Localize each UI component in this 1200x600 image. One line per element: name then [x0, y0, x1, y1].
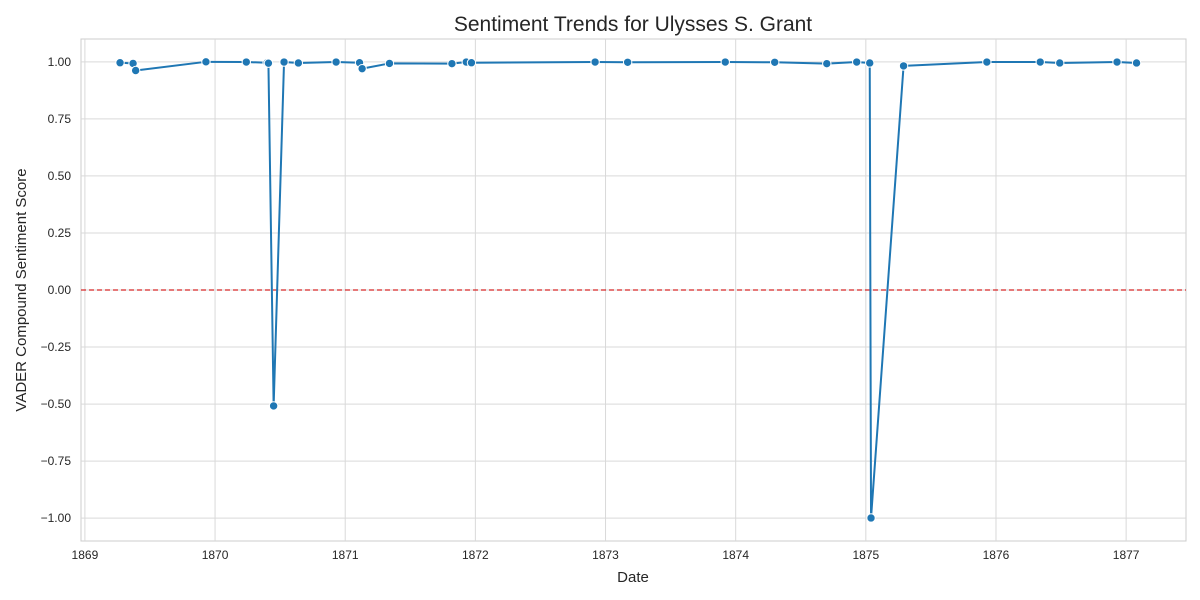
- data-point: [268, 401, 279, 411]
- x-tick-label: 1874: [722, 548, 749, 562]
- data-point: [865, 58, 875, 68]
- x-tick-label: 1869: [72, 548, 99, 562]
- data-point: [866, 513, 876, 523]
- x-tick-label: 1872: [462, 548, 489, 562]
- data-point: [590, 57, 600, 67]
- chart-title: Sentiment Trends for Ulysses S. Grant: [454, 13, 812, 36]
- x-axis-title: Date: [617, 569, 649, 586]
- data-point: [1035, 57, 1045, 67]
- y-tick-label: 0.75: [48, 112, 72, 126]
- data-point: [384, 58, 395, 69]
- x-tick-label: 1877: [1113, 548, 1140, 562]
- data-point: [263, 58, 274, 68]
- y-tick-label: 0.50: [48, 169, 72, 183]
- data-point: [466, 58, 477, 68]
- y-tick-label: 1.00: [48, 55, 72, 69]
- data-point: [130, 65, 141, 76]
- data-point: [447, 58, 457, 69]
- data-point: [720, 57, 730, 67]
- data-point: [1055, 58, 1065, 68]
- data-point: [279, 57, 289, 67]
- y-tick-label: 0.25: [48, 226, 72, 240]
- data-point: [115, 58, 125, 68]
- data-point: [241, 57, 251, 67]
- y-tick-label: −1.00: [41, 511, 72, 525]
- x-tick-label: 1875: [852, 548, 879, 562]
- y-tick-label: 0.00: [48, 283, 72, 297]
- y-tick-label: −0.25: [41, 340, 72, 354]
- data-point: [982, 57, 992, 67]
- y-axis-title: VADER Compound Sentiment Score: [13, 168, 30, 411]
- series-points: [115, 57, 1142, 523]
- data-point: [1112, 57, 1122, 67]
- data-point: [898, 61, 909, 71]
- data-point: [622, 57, 633, 67]
- data-point: [770, 57, 780, 67]
- data-point: [331, 57, 341, 67]
- x-tick-label: 1871: [332, 548, 359, 562]
- x-tick-label: 1876: [983, 548, 1010, 562]
- data-point: [357, 63, 367, 74]
- data-point: [1131, 58, 1142, 68]
- data-point: [201, 57, 211, 67]
- y-tick-labels: 1.00 0.75 0.50 0.25 0.00 −0.25 −0.50 −0.75 −1.00: [41, 55, 72, 525]
- data-point: [293, 58, 304, 68]
- x-tick-label: 1873: [592, 548, 619, 562]
- x-tick-label: 1870: [202, 548, 229, 562]
- x-tick-labels: 1869 1870 1871 1872 1873 1874 1875 1876 1877: [72, 548, 1140, 562]
- data-point: [852, 57, 862, 67]
- y-tick-label: −0.75: [41, 454, 72, 468]
- data-point: [822, 58, 832, 69]
- y-tick-label: −0.50: [41, 397, 72, 411]
